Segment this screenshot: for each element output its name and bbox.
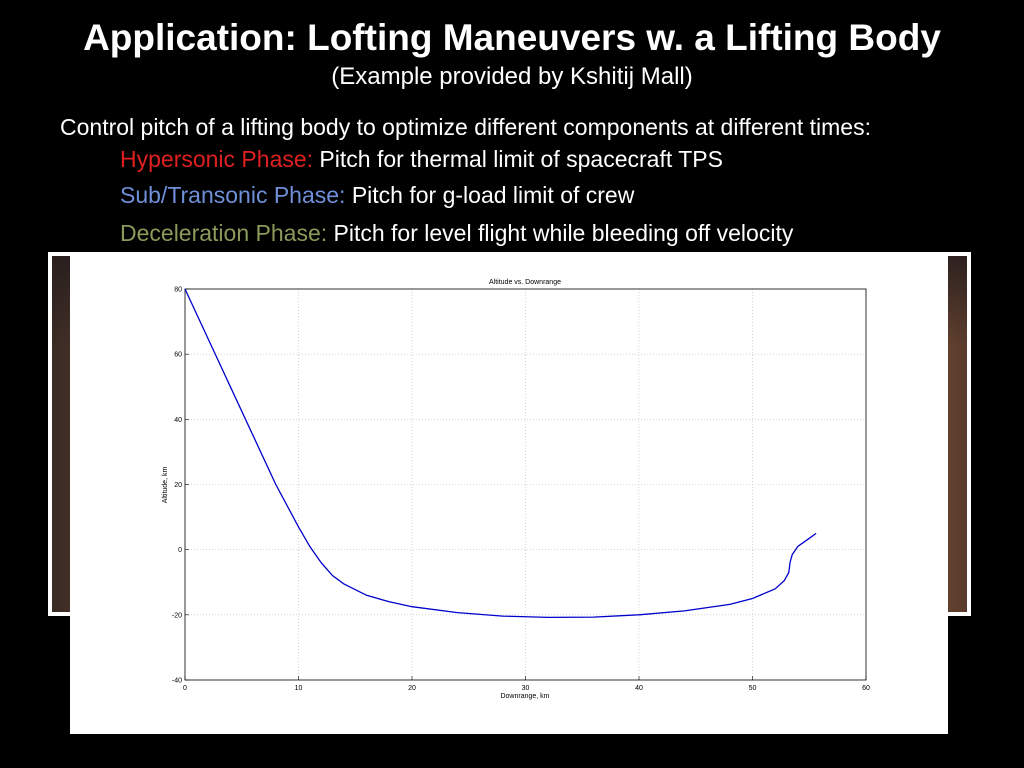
phase-transonic-label: Sub/Transonic Phase: [120, 182, 346, 208]
y-tick-label: 40 [174, 417, 182, 424]
y-tick-label: -20 [172, 612, 182, 619]
phase-hypersonic: Hypersonic Phase: Pitch for thermal limi… [120, 144, 723, 174]
x-tick-label: 40 [635, 685, 643, 692]
phase-hypersonic-text: Pitch for thermal limit of spacecraft TP… [313, 146, 723, 172]
slide-title: Application: Lofting Maneuvers w. a Lift… [83, 17, 941, 58]
altitude-downrange-chart: Altitude vs. Downrange Downrange, km Alt… [162, 279, 870, 700]
phase-deceleration: Deceleration Phase: Pitch for level flig… [120, 218, 793, 248]
x-tick-label: 0 [183, 685, 187, 692]
axis-ticks: 0 10 20 30 40 50 60 -40 -20 0 20 40 60 80 [172, 287, 870, 693]
x-tick-label: 20 [408, 685, 416, 692]
altitude-series-line [184, 288, 817, 619]
y-tick-label: 20 [174, 482, 182, 489]
phase-hypersonic-label: Hypersonic Phase: [120, 146, 314, 172]
x-axis-label: Downrange, km [500, 693, 549, 700]
y-tick-label: -40 [172, 678, 182, 685]
y-tick-label: 60 [174, 352, 182, 359]
x-tick-label: 60 [862, 685, 870, 692]
x-tick-label: 30 [522, 685, 530, 692]
slide-subtitle: (Example provided by Kshitij Mall) [331, 63, 693, 90]
grid-lines [185, 289, 866, 680]
y-axis-label: Altitude, km [162, 467, 169, 504]
chart-panel: Altitude vs. Downrange Downrange, km Alt… [70, 252, 948, 734]
phase-transonic: Sub/Transonic Phase: Pitch for g-load li… [120, 180, 634, 210]
phase-deceleration-label: Deceleration Phase: [120, 220, 328, 246]
x-tick-label: 10 [295, 685, 303, 692]
y-tick-label: 80 [174, 287, 182, 294]
y-tick-label: 0 [178, 547, 182, 554]
phase-deceleration-text: Pitch for level flight while bleeding of… [327, 220, 794, 246]
chart-title: Altitude vs. Downrange [489, 279, 561, 286]
intro-text: Control pitch of a lifting body to optim… [60, 114, 871, 140]
x-tick-label: 50 [749, 685, 757, 692]
phase-transonic-text: Pitch for g-load limit of crew [345, 182, 635, 208]
